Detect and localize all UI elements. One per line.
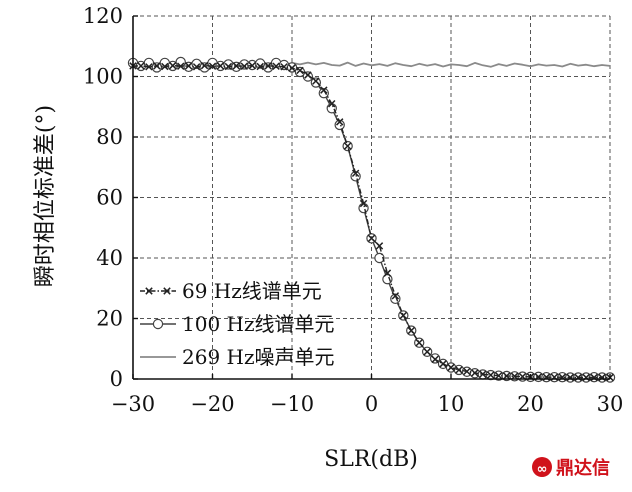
x-tick-label: 0 bbox=[365, 392, 378, 416]
data-point bbox=[262, 62, 274, 73]
data-point bbox=[288, 64, 296, 72]
x-tick-label: −20 bbox=[190, 392, 234, 416]
data-point bbox=[280, 63, 288, 71]
legend-label: 100 Hz线谱单元 bbox=[182, 312, 335, 336]
data-point bbox=[351, 169, 360, 178]
data-point bbox=[383, 269, 392, 277]
data-point bbox=[248, 61, 256, 70]
data-point bbox=[137, 62, 145, 70]
legend-label: 69 Hz线谱单元 bbox=[182, 279, 322, 303]
data-point bbox=[463, 367, 471, 376]
data-point bbox=[151, 62, 163, 73]
legend-marker bbox=[163, 287, 171, 295]
axes bbox=[132, 15, 611, 380]
data-point bbox=[335, 118, 344, 126]
y-tick-label: 60 bbox=[96, 186, 123, 210]
legend-item: 269 Hz噪声单元 bbox=[140, 345, 335, 369]
legend-label: 269 Hz噪声单元 bbox=[182, 345, 335, 369]
data-point bbox=[471, 369, 479, 377]
data-point bbox=[439, 360, 447, 368]
data-point bbox=[208, 62, 217, 70]
data-point bbox=[145, 63, 153, 71]
data-point bbox=[328, 99, 336, 108]
data-point bbox=[494, 371, 503, 380]
data-point bbox=[367, 234, 376, 243]
data-point bbox=[455, 366, 463, 374]
x-tick-label: 30 bbox=[597, 392, 624, 416]
data-point bbox=[399, 311, 408, 320]
watermark-text: 鼎达信 bbox=[556, 457, 610, 479]
legend: 69 Hz线谱单元 100 Hz线谱单元 269 Hz噪声单元 bbox=[140, 279, 335, 369]
x-tick-label: −30 bbox=[111, 392, 155, 416]
data-point bbox=[358, 202, 369, 214]
x-tick-label: 20 bbox=[517, 392, 544, 416]
data-point bbox=[184, 62, 193, 70]
data-point bbox=[318, 87, 329, 99]
data-point bbox=[359, 199, 368, 208]
data-point bbox=[320, 86, 328, 94]
data-point bbox=[415, 338, 423, 347]
data-point bbox=[264, 62, 272, 70]
data-point bbox=[256, 62, 264, 71]
data-point bbox=[423, 348, 431, 356]
legend-item: 100 Hz线谱单元 bbox=[140, 312, 335, 336]
y-tick-label: 40 bbox=[96, 246, 123, 270]
data-point bbox=[375, 242, 384, 250]
data-point bbox=[216, 62, 225, 70]
data-point bbox=[192, 63, 201, 71]
x-tick-label: 10 bbox=[438, 392, 465, 416]
y-tick-label: 120 bbox=[83, 4, 123, 28]
data-point bbox=[407, 326, 415, 335]
y-tick-label: 0 bbox=[110, 367, 123, 391]
data-point bbox=[391, 292, 400, 300]
x-tick-label: −10 bbox=[270, 392, 314, 416]
data-point bbox=[296, 66, 304, 75]
data-point bbox=[232, 62, 241, 70]
data-point bbox=[479, 370, 487, 378]
data-point bbox=[302, 71, 314, 82]
data-point bbox=[272, 62, 280, 70]
data-point bbox=[431, 355, 439, 364]
x-axis-title: SLR(dB) bbox=[324, 447, 418, 472]
data-point bbox=[374, 252, 385, 264]
data-point bbox=[487, 371, 495, 379]
y-tick-label: 100 bbox=[83, 65, 123, 89]
data-point bbox=[447, 363, 455, 372]
data-point bbox=[161, 62, 169, 71]
legend-item: 69 Hz线谱单元 bbox=[140, 279, 322, 303]
tick-labels: −30 −20 −10 0 10 20 30 0 20 40 60 80 100 120 bbox=[83, 4, 623, 416]
legend-marker bbox=[145, 287, 153, 295]
data-point bbox=[343, 142, 352, 150]
watermark-logo-icon: ∞ bbox=[532, 457, 552, 477]
svg-text:∞: ∞ bbox=[537, 462, 548, 477]
data-point bbox=[304, 71, 312, 79]
data-point bbox=[153, 62, 161, 70]
data-point bbox=[200, 61, 209, 70]
data-point bbox=[176, 62, 185, 70]
y-tick-label: 20 bbox=[96, 307, 123, 331]
watermark: ∞ 鼎达信 bbox=[532, 457, 610, 479]
y-axis-title: 瞬时相位标准差(°) bbox=[33, 105, 58, 287]
legend-marker bbox=[152, 318, 164, 330]
data-point bbox=[169, 61, 177, 70]
y-tick-label: 80 bbox=[96, 125, 123, 149]
data-point bbox=[502, 372, 511, 380]
data-point bbox=[224, 62, 233, 71]
data-point bbox=[240, 62, 249, 70]
grid bbox=[132, 15, 611, 380]
data-point bbox=[312, 77, 320, 85]
data-point bbox=[310, 77, 322, 88]
